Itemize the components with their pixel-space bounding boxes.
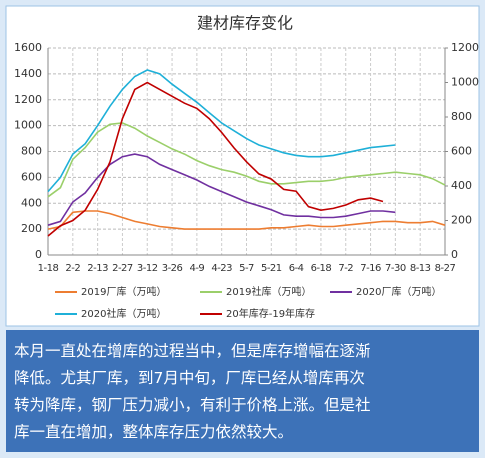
x-tick-label: 7-30	[385, 263, 406, 274]
y2-tick-label: 200	[451, 214, 472, 227]
chart: 建材库存变化 0 200 400 600 800 1000 1200 1400 1600 0 200…	[5, 5, 480, 327]
x-tick-label: 2-2	[65, 263, 80, 274]
series-line	[47, 69, 396, 193]
x-tick-label: 5-7	[239, 263, 254, 274]
y-tick-label: 0	[35, 248, 42, 261]
y-tick-label: 1200	[14, 93, 42, 106]
chart-frame	[5, 5, 480, 327]
y2-tick-label: 0	[451, 248, 458, 261]
y-tick-label: 600	[21, 170, 42, 183]
y2-tick-label: 400	[451, 179, 472, 192]
x-tick-label: 4-9	[189, 263, 204, 274]
x-tick-label: 2-27	[112, 263, 133, 274]
legend-label: 2020社库（万吨）	[81, 307, 166, 320]
x-tick-label: 7-16	[360, 263, 381, 274]
legend-label: 2020厂库（万吨）	[356, 285, 441, 298]
x-tick-label: 8-13	[410, 263, 431, 274]
legend-label: 20年库存-19年库存	[226, 307, 315, 320]
caption-line: 本月一直处在增库的过程当中，但是库存增幅在逐渐	[14, 342, 371, 360]
x-tick-label: 6-4	[289, 263, 304, 274]
y2-tick-label: 800	[451, 110, 472, 123]
y-tick-label: 1400	[14, 67, 42, 80]
x-tick-label: 2-13	[87, 263, 108, 274]
y2-tick-label: 1000	[451, 76, 479, 89]
caption-line: 库一直在增加，整体库存压力依然较大。	[14, 423, 294, 441]
series-line	[47, 210, 446, 230]
legend-label: 2019社库（万吨）	[226, 285, 311, 298]
x-tick-label: 1-18	[38, 263, 59, 274]
y-tick-label: 800	[21, 145, 42, 158]
series-line	[47, 153, 396, 226]
caption-line: 降低。尤其厂库，到7月中旬，厂库已经从增库再次	[14, 369, 365, 387]
y-tick-label: 400	[21, 196, 42, 209]
y-tick-label: 1600	[14, 41, 42, 54]
chart-title: 建材库存变化	[197, 14, 293, 33]
x-tick-label: 4-23	[211, 263, 232, 274]
y-tick-label: 200	[21, 222, 42, 235]
caption: 本月一直处在增库的过程当中，但是库存增幅在逐渐 降低。尤其厂库，到7月中旬，厂库已…	[6, 330, 479, 452]
x-tick-label: 6-18	[311, 263, 332, 274]
series-line	[47, 81, 384, 237]
y2-tick-label: 600	[451, 145, 472, 158]
caption-line: 转为降库，钢厂压力减小，有利于价格上涨。但是社	[14, 396, 371, 414]
y2-tick-label: 1200	[451, 41, 479, 54]
x-tick-label: 3-26	[162, 263, 183, 274]
y-tick-label: 1000	[14, 119, 42, 132]
legend-label: 2019厂库（万吨）	[81, 285, 166, 298]
series-line	[47, 122, 446, 198]
x-tick-label: 5-21	[261, 263, 282, 274]
x-tick-label: 8-27	[435, 263, 456, 274]
x-tick-label: 3-12	[137, 263, 158, 274]
x-tick-label: 7-2	[338, 263, 353, 274]
